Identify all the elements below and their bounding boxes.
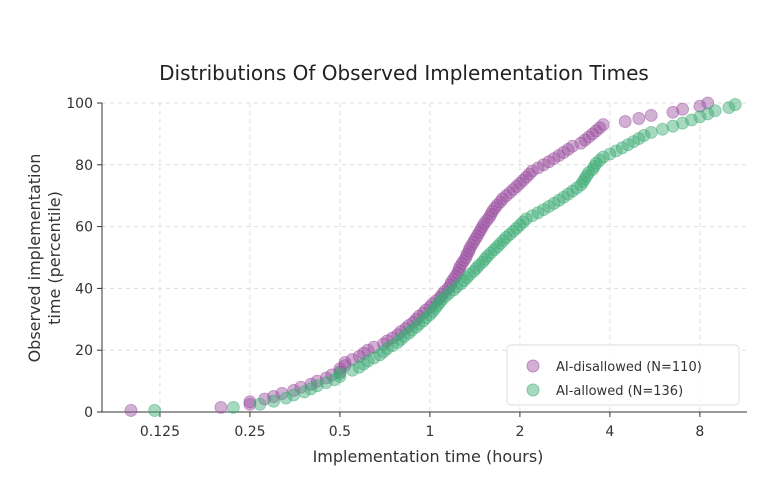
data-point-ai-allowed xyxy=(596,150,610,164)
y-tick-label: 80 xyxy=(75,158,93,174)
data-point-ai-allowed xyxy=(609,144,623,158)
x-axis-label: Implementation time (hours) xyxy=(313,447,544,466)
x-tick-label: 0.25 xyxy=(234,424,265,440)
data-point-ai-allowed xyxy=(519,212,533,226)
x-tick-label: 2 xyxy=(515,424,524,440)
y-tick-label: 20 xyxy=(75,343,93,359)
data-point-ai-disallowed xyxy=(693,99,707,113)
y-axis-label: Observed implementation time (percentile… xyxy=(25,154,64,363)
legend-marker-ai-disallowed xyxy=(526,359,540,373)
y-tick-label: 100 xyxy=(66,96,93,112)
grid xyxy=(102,102,747,413)
legend-label-ai-disallowed: AI-disallowed (N=110) xyxy=(556,360,702,375)
data-points xyxy=(124,96,742,417)
y-axis-label-line-1: Observed implementation xyxy=(25,154,44,363)
data-point-ai-allowed xyxy=(319,376,333,390)
data-point-ai-disallowed xyxy=(701,96,715,110)
data-point-ai-allowed xyxy=(603,147,617,161)
chart-title: Distributions Of Observed Implementation… xyxy=(159,61,649,85)
data-point-ai-allowed xyxy=(226,400,240,414)
data-point-ai-allowed xyxy=(267,394,281,408)
x-tick-label: 1 xyxy=(425,424,434,440)
data-point-ai-allowed xyxy=(333,370,347,383)
data-point-ai-allowed xyxy=(345,363,359,377)
data-point-ai-allowed xyxy=(253,397,267,411)
data-point-ai-allowed xyxy=(728,98,742,111)
y-tick-label: 0 xyxy=(84,405,93,421)
data-point-ai-disallowed xyxy=(644,108,658,122)
data-point-ai-allowed xyxy=(297,385,311,399)
data-point-ai-allowed xyxy=(148,404,162,417)
data-point-ai-disallowed xyxy=(243,395,257,409)
x-tick-label: 8 xyxy=(695,424,704,440)
data-point-ai-disallowed xyxy=(287,383,301,397)
data-point-ai-disallowed xyxy=(666,105,680,119)
y-tick-label: 40 xyxy=(75,281,93,297)
data-point-ai-allowed xyxy=(615,141,629,155)
data-point-ai-allowed xyxy=(333,366,347,380)
data-point-ai-allowed xyxy=(708,104,722,118)
data-point-ai-disallowed xyxy=(632,112,646,125)
data-point-ai-allowed xyxy=(637,129,651,142)
y-tick-label: 60 xyxy=(75,220,93,236)
data-point-ai-allowed xyxy=(279,391,293,405)
data-point-ai-allowed xyxy=(367,351,381,365)
legend-marker-ai-allowed xyxy=(526,383,540,397)
data-point-ai-allowed xyxy=(685,113,698,127)
data-point-ai-disallowed xyxy=(525,164,539,178)
data-point-ai-disallowed xyxy=(596,118,610,132)
legend-label-ai-allowed: AI-allowed (N=136) xyxy=(556,384,683,399)
data-point-ai-allowed xyxy=(701,107,715,121)
legend: AI-disallowed (N=110) AI-allowed (N=136) xyxy=(506,344,740,406)
legend-box xyxy=(506,344,740,406)
data-point-ai-disallowed xyxy=(618,115,632,128)
x-tick-label: 4 xyxy=(605,424,614,440)
data-point-ai-allowed xyxy=(656,122,669,136)
data-point-ai-disallowed xyxy=(566,139,579,153)
data-point-ai-allowed xyxy=(693,110,707,124)
data-point-ai-allowed xyxy=(722,101,736,115)
data-point-ai-disallowed xyxy=(124,404,138,417)
data-point-ai-allowed xyxy=(304,382,318,396)
data-point-ai-allowed xyxy=(287,388,301,402)
data-point-ai-disallowed xyxy=(267,390,281,403)
x-tick-label: 0.5 xyxy=(329,424,351,440)
data-point-ai-disallowed xyxy=(214,400,228,414)
data-point-ai-allowed xyxy=(666,119,680,133)
x-tick-label: 0.125 xyxy=(140,424,180,440)
data-point-ai-disallowed xyxy=(676,102,689,116)
data-point-ai-allowed xyxy=(525,209,539,223)
y-axis-label-line-2: time (percentile) xyxy=(45,191,64,325)
data-point-ai-allowed xyxy=(644,125,658,139)
data-point-ai-allowed xyxy=(361,354,375,368)
